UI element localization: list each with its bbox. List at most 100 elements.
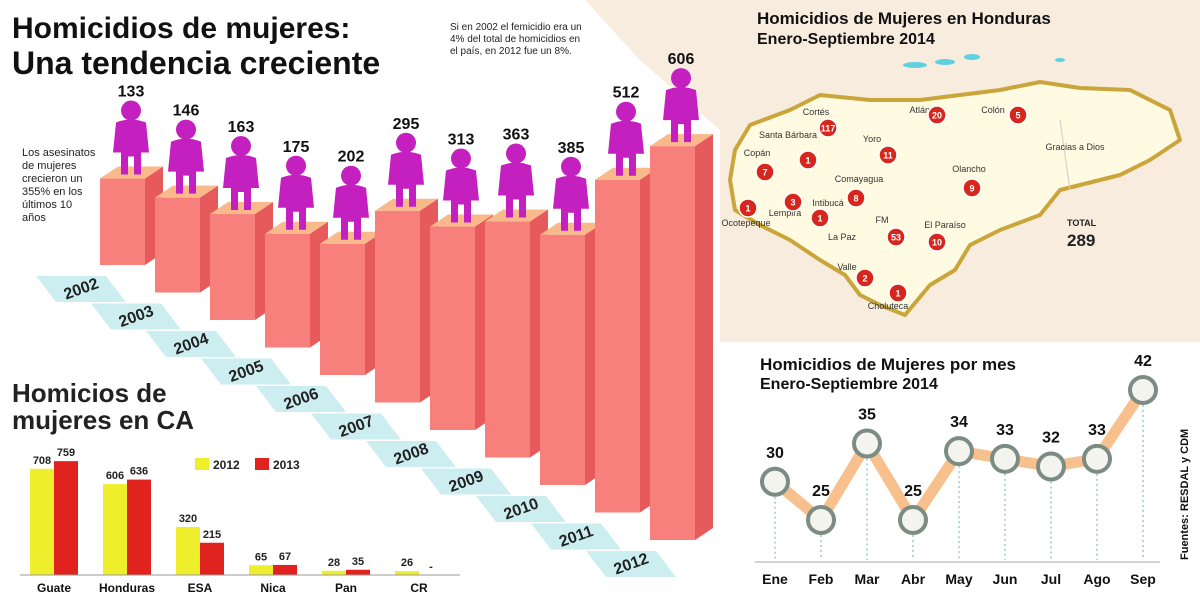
icon-body [498,162,534,218]
bar-top [595,167,658,180]
bar-top [320,231,383,244]
woman-icon [333,165,369,240]
value-label: 35 [858,407,876,424]
bar [103,484,127,575]
tile [91,303,181,330]
department-marker [927,232,947,252]
value-label: 133 [118,84,145,101]
woman-icon [278,155,314,230]
department-marker [886,227,906,247]
x-tick-label: Ene [762,571,788,587]
value-label: 606 [106,470,124,482]
icon-body [388,151,424,207]
department-marker [888,283,908,303]
value-label: 313 [448,132,475,149]
legend-swatch [195,458,209,470]
woman-icon [168,119,204,194]
department-value: 1 [745,204,750,214]
department-value: 10 [932,238,942,248]
legend-swatch [255,458,269,470]
map-title: Homicidios de Mujeres en Honduras [757,9,1051,28]
department-name: Atlántida [909,105,944,115]
year-tile: 2012 [586,550,676,578]
x-tick-label: Nica [260,581,286,595]
department-marker [810,208,830,228]
tile [366,441,456,467]
value-label: 28 [328,557,340,569]
island [903,62,927,68]
value-label: 34 [950,414,968,431]
x-tick-label: Abr [901,571,926,587]
point [760,466,790,497]
tile [256,386,346,412]
bar [322,570,346,575]
department-value: 5 [1015,111,1020,121]
bar-top [430,214,493,227]
department-name: FM [876,215,889,225]
icon-head [341,165,361,186]
woman-icon [388,132,424,207]
department-marker [783,192,803,212]
bar [176,527,200,575]
year-tile: 2011 [531,523,621,551]
icon-body [553,175,589,231]
icon-body [223,155,259,211]
bar [540,234,585,485]
source: Fuentes: RESDAL y CDM [1179,429,1191,560]
department-marker [798,150,818,170]
value-label: 512 [613,85,640,102]
bar-top [375,198,438,211]
year-tile: 2008 [366,440,456,468]
bar [210,214,255,320]
note: Si en 2002 el femicidio era un 4% del to… [450,22,582,57]
department-name: Copán [744,148,771,158]
value-label: 67 [279,551,291,563]
bar [249,565,273,575]
bar [265,233,310,348]
value-label: 708 [33,455,51,467]
bar-top [100,166,163,179]
department-marker [818,118,838,138]
department-name: La Paz [828,232,857,242]
department-value: 53 [891,233,901,243]
month-subtitle: Enero-Septiembre 2014 [760,376,938,393]
value-label: 202 [338,149,365,166]
bar-top [155,185,218,198]
map-subtitle: Enero-Septiembre 2014 [757,31,935,48]
tile [421,468,511,495]
x-tick-label: Jun [993,571,1018,587]
department-marker [738,198,758,218]
tile [311,413,401,440]
department-name: Comayagua [835,174,884,184]
bar [430,226,475,430]
main-subtitle: Una tendencia creciente [12,45,380,81]
department-marker [1008,105,1028,125]
tile [586,551,676,577]
value-label: 320 [179,513,197,525]
value-label: 35 [352,556,364,568]
bar [395,571,419,575]
woman-icon [663,68,699,143]
department-name: Olancho [952,164,986,174]
department-name: Ocotepeque [721,218,770,228]
x-tick-label: Pan [335,581,357,595]
bar-side [695,134,713,540]
icon-head [121,100,141,121]
map-background [585,0,720,130]
bar [485,221,530,458]
x-tick-label: Guate [37,581,71,595]
department-name: El Paraíso [924,220,966,230]
point [990,443,1020,474]
tile [531,523,621,550]
icon-body [278,174,314,230]
x-tick-label: CR [410,581,428,595]
year-tile: 2007 [311,413,401,441]
department-value: 20 [932,111,942,121]
department-name: Valle [837,262,856,272]
icon-body [443,167,479,223]
legend-label: 2013 [273,458,300,472]
value-label: 759 [57,447,75,459]
bar [273,564,297,575]
point [898,505,928,535]
